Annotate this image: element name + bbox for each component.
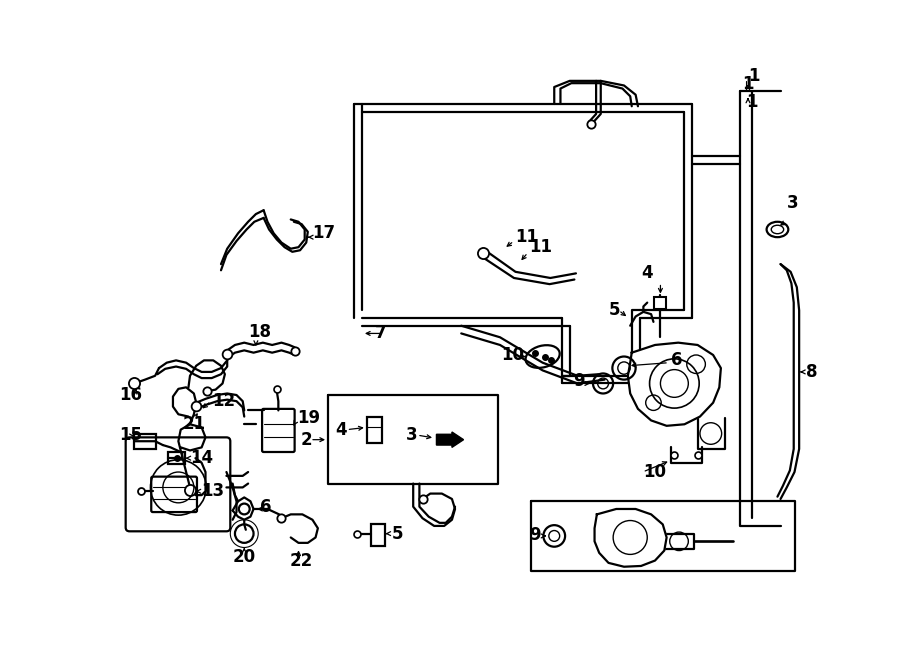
Text: 16: 16: [119, 386, 141, 404]
Text: 2: 2: [301, 431, 312, 449]
Text: 10: 10: [501, 346, 525, 364]
Text: 5: 5: [608, 301, 620, 319]
Text: 11: 11: [516, 228, 538, 246]
Text: 9: 9: [573, 372, 584, 390]
Bar: [134, 434, 156, 449]
Text: 6: 6: [670, 352, 682, 369]
Text: 17: 17: [312, 224, 336, 243]
Text: 14: 14: [190, 449, 213, 467]
Bar: [372, 524, 385, 546]
Bar: [168, 452, 185, 464]
Polygon shape: [595, 509, 667, 566]
Text: 3: 3: [405, 426, 417, 444]
Text: 7: 7: [374, 325, 386, 342]
Text: 18: 18: [248, 323, 271, 341]
Text: 13: 13: [202, 483, 225, 500]
Text: 6: 6: [260, 498, 271, 516]
Text: 10: 10: [644, 463, 666, 481]
Text: 5: 5: [392, 525, 403, 543]
Text: 8: 8: [806, 363, 817, 381]
Bar: [366, 416, 382, 443]
Text: 9: 9: [529, 526, 541, 544]
Text: 21: 21: [182, 415, 205, 433]
Text: 22: 22: [289, 551, 312, 570]
Text: 1: 1: [742, 75, 754, 93]
Text: 20: 20: [232, 548, 256, 566]
Text: 11: 11: [529, 238, 553, 256]
Text: 4: 4: [642, 264, 653, 282]
Text: 19: 19: [297, 409, 320, 427]
Polygon shape: [628, 342, 721, 426]
FancyArrow shape: [436, 432, 464, 447]
Text: 4: 4: [336, 420, 347, 439]
Text: 1: 1: [746, 93, 758, 111]
Text: 12: 12: [212, 392, 235, 410]
Text: 15: 15: [119, 426, 141, 444]
Text: 3: 3: [787, 194, 798, 212]
Text: 1: 1: [748, 67, 760, 85]
